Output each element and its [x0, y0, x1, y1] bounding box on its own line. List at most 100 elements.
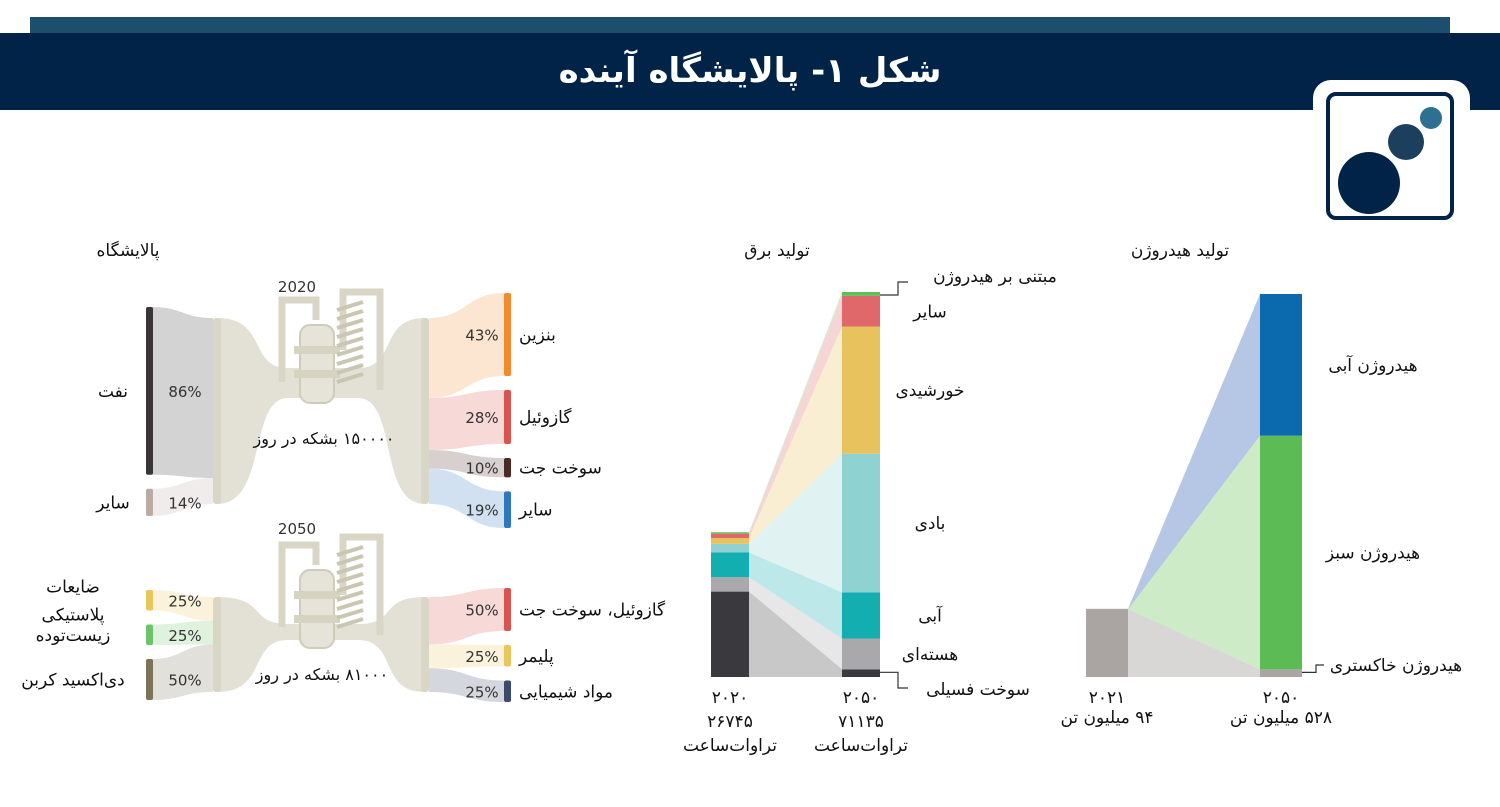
hydrogen-title: تولید هیدروژن	[1131, 241, 1230, 261]
refinery-input-bar	[146, 590, 153, 611]
refinery-output-flow	[429, 293, 504, 398]
refinery-sankey: پالایشگاه 2020 86% نفت 14% سایر 43% بنزین 28% گاز…	[21, 240, 666, 702]
refinery-input-name-line: پلاستیکی	[42, 605, 105, 625]
refinery-coil	[336, 363, 364, 375]
refinery-core-left-bar	[213, 597, 221, 692]
refinery-output-bar	[504, 680, 511, 702]
refinery-input-name-line: ضایعات	[46, 577, 100, 597]
power-bar-segment	[711, 552, 749, 578]
refinery-output-name: مواد شیمیایی	[519, 682, 613, 702]
refinery-core-flow-2020	[217, 318, 425, 504]
power-category-year: ۲۰۲۰	[712, 688, 749, 708]
power-production-chart: تولید برق سوخت فسیلی هسته‌ای آبی بادی خورشیدی…	[683, 241, 1057, 756]
refinery-input-percent: 86%	[168, 383, 201, 401]
refinery-output-flow	[429, 644, 504, 669]
refinery-output-name: سایر	[518, 501, 553, 521]
refinery-pipe	[278, 541, 320, 627]
refinery-pipe	[339, 533, 384, 635]
power-series-label: سایر	[912, 302, 947, 322]
refinery-core-right-bar	[421, 597, 429, 692]
refinery-output-flow	[429, 588, 504, 645]
hydrogen-production-chart: تولید هیدروژن هیدروژن خاکستری هیدروژن سبز ه…	[1060, 241, 1462, 728]
hydrogen-leader-line	[1302, 664, 1324, 673]
refinery-output-percent: 28%	[465, 409, 498, 427]
refinery-throughput-label: ۸۱۰۰۰ بشکه در روز	[255, 665, 388, 685]
refinery-input-bar	[146, 659, 153, 700]
power-flow-ribbon	[749, 552, 842, 639]
refinery-output-percent: 25%	[465, 683, 498, 701]
hydrogen-flow-ribbon	[1128, 608, 1260, 677]
refinery-output-bar	[504, 293, 511, 376]
refinery-input-bar	[146, 488, 153, 516]
power-category-unit: تراوات‌ساعت	[814, 736, 908, 756]
refinery-input-name: زیست‌توده	[36, 626, 111, 646]
refinery-coil	[336, 318, 364, 330]
power-category-unit: تراوات‌ساعت	[683, 736, 777, 756]
refinery-tower-band	[294, 346, 340, 354]
refinery-input-percent: 14%	[168, 494, 201, 512]
refinery-tower-band	[294, 615, 340, 623]
power-bar-segment	[842, 638, 880, 670]
refinery-output-flow	[429, 450, 504, 478]
refinery-year-label: 2020	[278, 278, 316, 296]
refinery-coil	[336, 545, 364, 557]
refinery-coil	[336, 354, 364, 366]
power-bar-segment	[711, 543, 749, 553]
refinery-building-icon	[278, 288, 384, 404]
refinery-title: پالایشگاه	[97, 240, 160, 261]
refinery-coil	[336, 608, 364, 620]
refinery-coil	[336, 309, 364, 321]
top-stripe	[30, 17, 1450, 33]
refinery-core-right-bar	[421, 318, 429, 504]
refinery-input-name: سایر	[95, 493, 130, 513]
refinery-coil	[336, 554, 364, 566]
refinery-coil	[336, 345, 364, 357]
refinery-output-bar	[504, 458, 511, 478]
refinery-input-percent: 25%	[168, 627, 201, 645]
power-series-label: بادی	[915, 514, 946, 534]
refinery-input-flow	[152, 477, 213, 516]
power-series-label: خورشیدی	[895, 381, 964, 401]
hydrogen-category-year: ۲۰۲۱	[1089, 688, 1126, 708]
power-flow-ribbon	[749, 326, 842, 544]
refinery-output-name: سوخت جت	[519, 459, 602, 479]
power-bar-segment	[842, 295, 880, 327]
power-bar-segment	[711, 538, 749, 544]
header-bar	[0, 33, 1500, 110]
refinery-input-flow	[152, 590, 213, 621]
refinery-tower	[299, 324, 335, 404]
refinery-input-bar	[146, 307, 153, 475]
refinery-output-percent: 25%	[465, 648, 498, 666]
refinery-year-label: 2050	[278, 520, 316, 538]
refinery-core-flow-2050	[217, 597, 425, 692]
hydrogen-bar-segment	[1260, 294, 1302, 436]
power-bar-segment	[711, 591, 749, 677]
refinery-output-bar	[504, 389, 511, 445]
refinery-building-icon	[278, 533, 384, 649]
hydrogen-category-year: ۲۰۵۰	[1263, 688, 1300, 708]
refinery-coil	[336, 327, 364, 339]
refinery-input-percent: 50%	[168, 672, 201, 690]
refinery-output-percent: 19%	[465, 502, 498, 520]
power-bar-segment	[842, 453, 880, 593]
power-bar-segment	[711, 533, 749, 539]
hydrogen-category-total: ۵۲۸ میلیون تن	[1230, 708, 1332, 728]
refinery-output-name: پلیمر	[518, 647, 554, 667]
logo-dot-small	[1420, 107, 1442, 129]
power-flow-ribbon	[749, 292, 842, 534]
hydrogen-bar-segment	[1260, 435, 1302, 670]
power-bar-segment	[711, 532, 749, 534]
refinery-coil	[336, 300, 364, 312]
power-bar-segment	[842, 292, 880, 296]
refinery-throughput-label: ۱۵۰۰۰۰ بشکه در روز	[253, 429, 395, 449]
refinery-output-percent: 43%	[465, 326, 498, 344]
refinery-coil	[336, 581, 364, 593]
power-leader-line	[880, 671, 908, 689]
power-flow-ribbon	[749, 295, 842, 539]
refinery-output-bar	[504, 588, 511, 631]
refinery-output-bar	[504, 491, 511, 528]
refinery-coil	[336, 599, 364, 611]
refinery-input-flow	[152, 620, 213, 645]
power-series-label: مبتنی بر هیدروژن	[933, 267, 1057, 287]
refinery-tower	[299, 569, 335, 649]
